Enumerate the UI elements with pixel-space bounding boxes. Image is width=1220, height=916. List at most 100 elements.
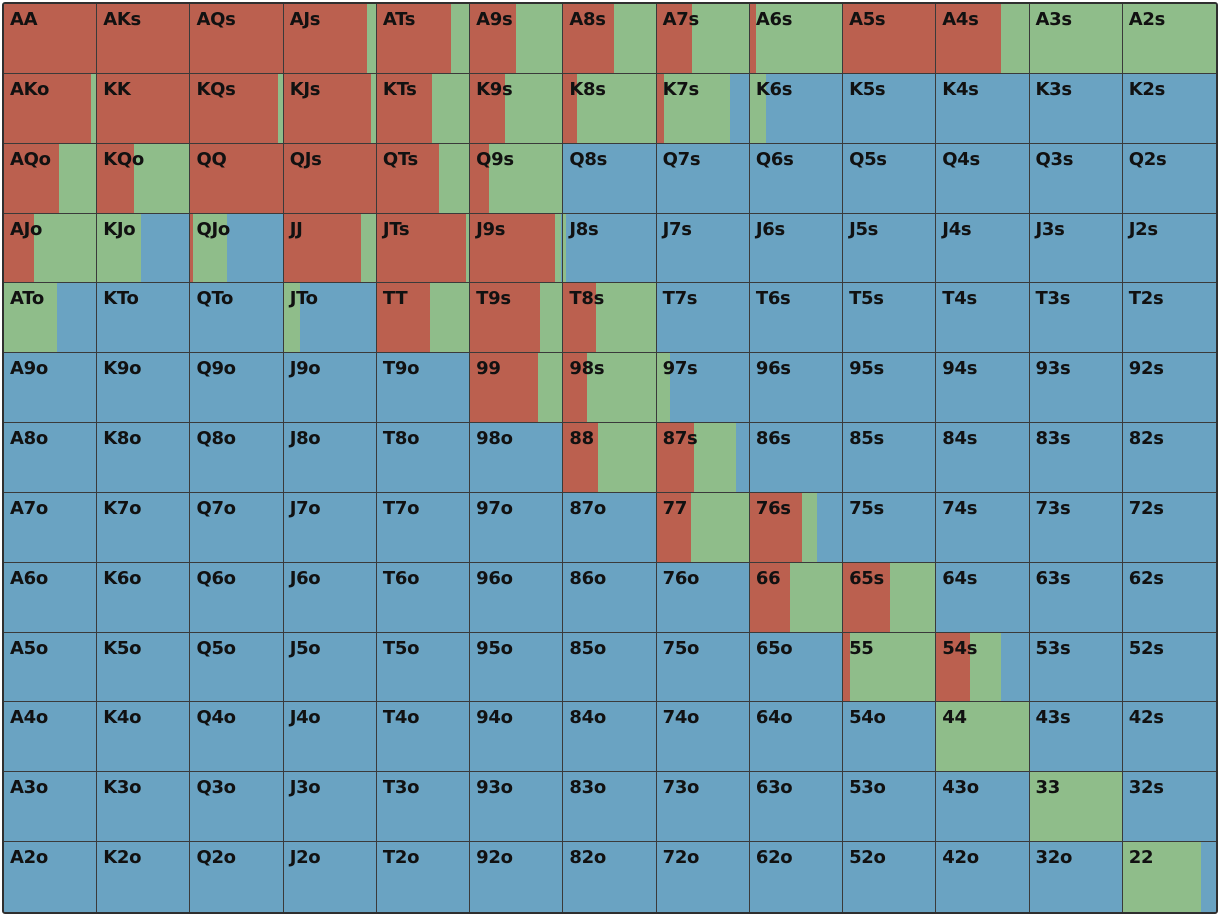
hand-cell[interactable]: 94o <box>470 702 564 773</box>
hand-cell[interactable]: A9o <box>4 353 98 424</box>
hand-cell[interactable]: 55 <box>843 632 937 703</box>
hand-cell[interactable]: 53o <box>843 772 937 843</box>
hand-cell[interactable]: J2o <box>283 842 377 912</box>
hand-cell[interactable]: 83o <box>563 772 657 843</box>
hand-cell[interactable]: 73o <box>656 772 750 843</box>
hand-cell[interactable]: Q9s <box>470 143 564 214</box>
hand-cell[interactable]: J7o <box>283 492 377 563</box>
hand-cell[interactable]: 85s <box>843 423 937 493</box>
hand-cell[interactable]: A5s <box>843 4 937 74</box>
hand-cell[interactable]: Q8o <box>190 423 284 493</box>
hand-cell[interactable]: K6o <box>97 562 191 633</box>
hand-cell[interactable]: 75o <box>656 632 750 703</box>
hand-cell[interactable]: K7o <box>97 492 191 563</box>
hand-cell[interactable]: K7s <box>656 73 750 144</box>
hand-cell[interactable]: 74s <box>936 492 1030 563</box>
hand-cell[interactable]: KK <box>97 73 191 144</box>
hand-cell[interactable]: Q5s <box>843 143 937 214</box>
hand-cell[interactable]: QTs <box>376 143 471 214</box>
hand-cell[interactable]: K4o <box>97 702 191 773</box>
hand-cell[interactable]: 52s <box>1122 632 1216 703</box>
hand-cell[interactable]: A2o <box>4 842 98 912</box>
hand-cell[interactable]: T2o <box>376 842 471 912</box>
hand-cell[interactable]: 84o <box>563 702 657 773</box>
hand-cell[interactable]: A9s <box>470 4 564 74</box>
hand-cell[interactable]: 85o <box>563 632 657 703</box>
hand-cell[interactable]: K3s <box>1029 73 1123 144</box>
hand-cell[interactable]: J9o <box>283 353 377 424</box>
hand-cell[interactable]: J5s <box>843 213 937 284</box>
hand-cell[interactable]: K8s <box>563 73 657 144</box>
hand-cell[interactable]: 33 <box>1029 772 1123 843</box>
hand-cell[interactable]: AJs <box>283 4 377 74</box>
hand-cell[interactable]: 54o <box>843 702 937 773</box>
hand-cell[interactable]: A6s <box>749 4 844 74</box>
hand-cell[interactable]: 43s <box>1029 702 1123 773</box>
hand-cell[interactable]: J3o <box>283 772 377 843</box>
hand-cell[interactable]: T3s <box>1029 283 1123 354</box>
hand-cell[interactable]: K9o <box>97 353 191 424</box>
hand-cell[interactable]: QTo <box>190 283 284 354</box>
hand-cell[interactable]: 65s <box>843 562 937 633</box>
hand-cell[interactable]: 75s <box>843 492 937 563</box>
hand-cell[interactable]: J6o <box>283 562 377 633</box>
hand-cell[interactable]: A2s <box>1122 4 1216 74</box>
hand-cell[interactable]: J8o <box>283 423 377 493</box>
hand-cell[interactable]: A3o <box>4 772 98 843</box>
hand-cell[interactable]: Q2o <box>190 842 284 912</box>
hand-cell[interactable]: A8s <box>563 4 657 74</box>
hand-cell[interactable]: T6s <box>749 283 844 354</box>
hand-cell[interactable]: T9s <box>470 283 564 354</box>
hand-cell[interactable]: K4s <box>936 73 1030 144</box>
hand-cell[interactable]: Q6s <box>749 143 844 214</box>
hand-cell[interactable]: 66 <box>749 562 844 633</box>
hand-cell[interactable]: T6o <box>376 562 471 633</box>
hand-cell[interactable]: T5s <box>843 283 937 354</box>
hand-cell[interactable]: 86s <box>749 423 844 493</box>
hand-cell[interactable]: J7s <box>656 213 750 284</box>
hand-cell[interactable]: 64o <box>749 702 844 773</box>
hand-cell[interactable]: AKo <box>4 73 98 144</box>
hand-cell[interactable]: 44 <box>936 702 1030 773</box>
hand-cell[interactable]: JTo <box>283 283 377 354</box>
hand-cell[interactable]: 62s <box>1122 562 1216 633</box>
hand-cell[interactable]: QJs <box>283 143 377 214</box>
hand-cell[interactable]: 62o <box>749 842 844 912</box>
hand-cell[interactable]: J3s <box>1029 213 1123 284</box>
hand-cell[interactable]: 43o <box>936 772 1030 843</box>
hand-cell[interactable]: 92s <box>1122 353 1216 424</box>
hand-cell[interactable]: K8o <box>97 423 191 493</box>
hand-cell[interactable]: A5o <box>4 632 98 703</box>
hand-cell[interactable]: A3s <box>1029 4 1123 74</box>
hand-cell[interactable]: J2s <box>1122 213 1216 284</box>
hand-cell[interactable]: 87s <box>656 423 750 493</box>
hand-cell[interactable]: 99 <box>470 353 564 424</box>
hand-cell[interactable]: T7o <box>376 492 471 563</box>
hand-cell[interactable]: Q9o <box>190 353 284 424</box>
hand-cell[interactable]: 32s <box>1122 772 1216 843</box>
hand-cell[interactable]: 97o <box>470 492 564 563</box>
hand-cell[interactable]: 73s <box>1029 492 1123 563</box>
hand-cell[interactable]: Q3o <box>190 772 284 843</box>
hand-cell[interactable]: KQo <box>97 143 191 214</box>
hand-cell[interactable]: 87o <box>563 492 657 563</box>
hand-cell[interactable]: 82o <box>563 842 657 912</box>
hand-cell[interactable]: 76o <box>656 562 750 633</box>
hand-cell[interactable]: K5o <box>97 632 191 703</box>
hand-cell[interactable]: K2s <box>1122 73 1216 144</box>
hand-cell[interactable]: T7s <box>656 283 750 354</box>
hand-cell[interactable]: 88 <box>563 423 657 493</box>
hand-cell[interactable]: 74o <box>656 702 750 773</box>
hand-cell[interactable]: 97s <box>656 353 750 424</box>
hand-cell[interactable]: KJo <box>97 213 191 284</box>
hand-cell[interactable]: AJo <box>4 213 98 284</box>
hand-cell[interactable]: A4s <box>936 4 1030 74</box>
hand-cell[interactable]: K3o <box>97 772 191 843</box>
hand-cell[interactable]: Q4s <box>936 143 1030 214</box>
hand-cell[interactable]: QQ <box>190 143 284 214</box>
hand-cell[interactable]: A7s <box>656 4 750 74</box>
hand-cell[interactable]: 76s <box>749 492 844 563</box>
hand-cell[interactable]: 82s <box>1122 423 1216 493</box>
hand-cell[interactable]: J4s <box>936 213 1030 284</box>
hand-cell[interactable]: KQs <box>190 73 284 144</box>
